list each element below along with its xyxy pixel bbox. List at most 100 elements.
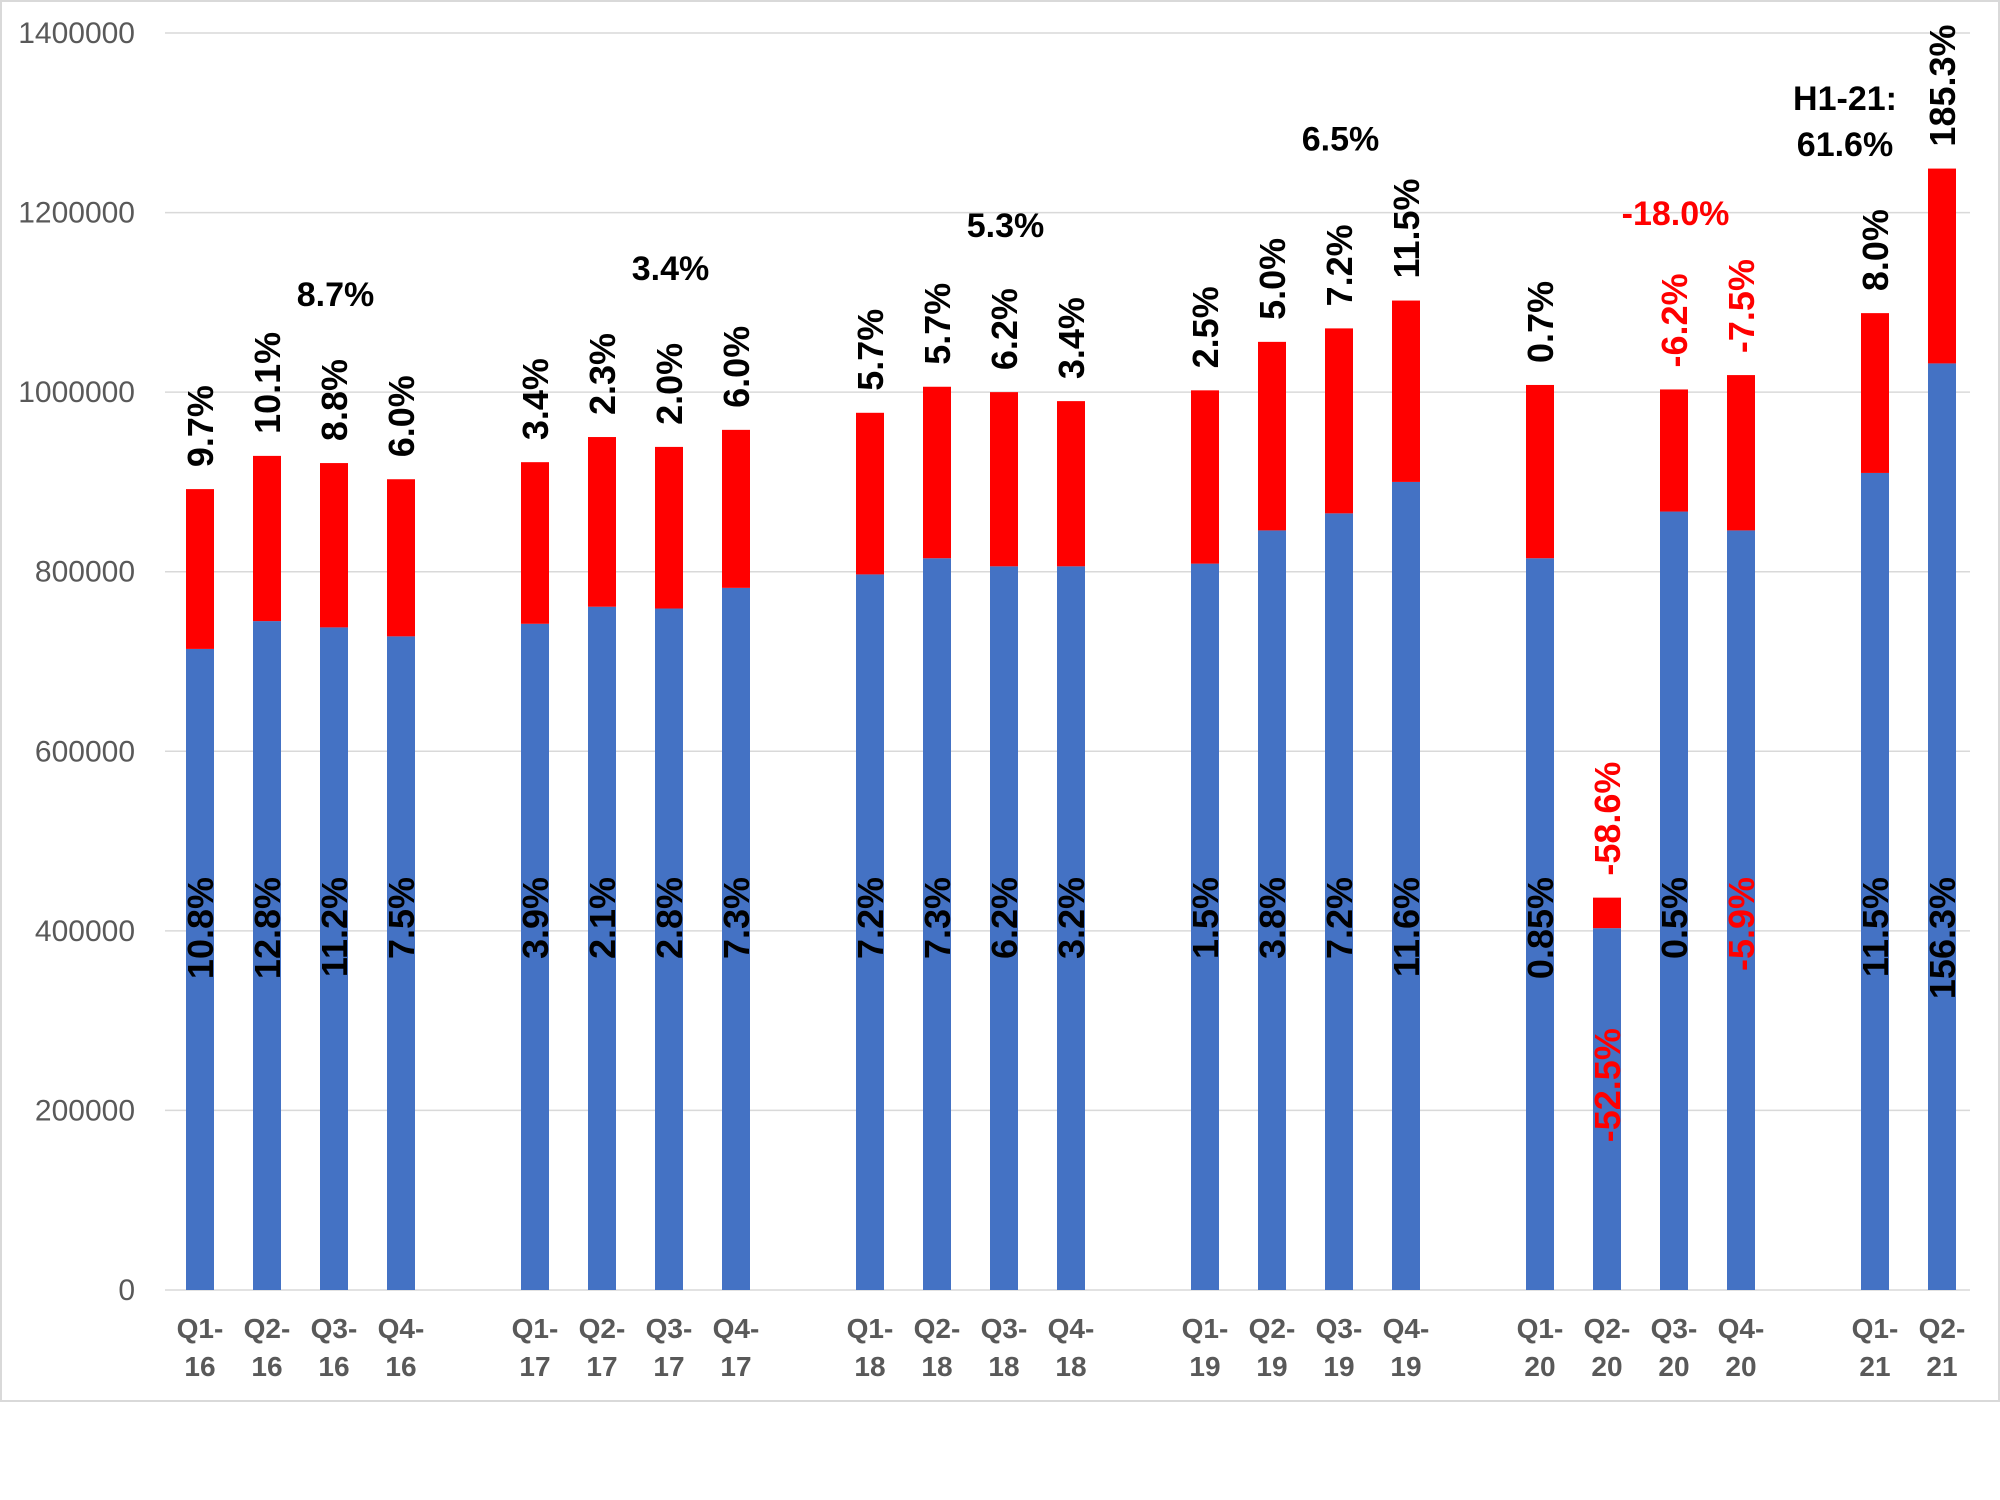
y-tick-label: 800000 (35, 556, 135, 589)
x-tick-label: 17 (653, 1351, 684, 1382)
bar-upper-pct-label: 6.0% (381, 375, 422, 457)
chart-frame (0, 0, 2000, 1402)
x-tick-label: 20 (1658, 1351, 1689, 1382)
x-tick-label: Q3- (1316, 1313, 1363, 1344)
x-tick-label: 16 (385, 1351, 416, 1382)
x-tick-label: Q3- (1651, 1313, 1698, 1344)
bar-lower-pct-label: 6.2% (984, 877, 1025, 959)
bar-lower-segment (588, 606, 616, 1290)
bar-lower-segment (856, 574, 884, 1290)
bar-lower-pct-label: 3.2% (1051, 877, 1092, 959)
bar-upper-segment (722, 429, 750, 588)
group-summary-label: H1-21: (1793, 80, 1897, 118)
bar-lower-pct-label: 2.1% (582, 877, 623, 959)
y-tick-label: 1200000 (18, 197, 135, 230)
y-tick-label: 1000000 (18, 376, 135, 409)
bar-upper-pct-label: 2.0% (649, 343, 690, 425)
bar-upper-pct-label: 2.3% (582, 333, 623, 415)
bar-lower-segment (1861, 472, 1889, 1290)
bar-lower-pct-label: 2.8% (649, 877, 690, 959)
bar-lower-segment (186, 648, 214, 1290)
bar-lower-segment (1928, 363, 1956, 1290)
bar-upper-segment (588, 437, 616, 607)
bar-lower-pct-label: 11.6% (1386, 877, 1427, 977)
x-tick-label: Q4- (378, 1313, 425, 1344)
x-tick-label: Q1- (847, 1313, 894, 1344)
x-tick-label: Q2- (914, 1313, 961, 1344)
bar-lower-pct-label: -52.5% (1587, 1028, 1628, 1142)
bar-lower-pct-label: 156.3% (1922, 877, 1963, 999)
group-summary-labels: 8.7% 3.4% 5.3% 6.5% -18.0% H1-21: 61.6% (297, 80, 1897, 314)
x-tick-label: Q1- (512, 1313, 559, 1344)
x-tick-label: Q2- (244, 1313, 291, 1344)
bar-lower-pct-label: 1.5% (1185, 877, 1226, 959)
bar-upper-pct-label: 3.4% (515, 358, 556, 440)
x-tick-label: Q4- (713, 1313, 760, 1344)
x-tick-label: Q4- (1048, 1313, 1095, 1344)
x-tick-label: Q3- (981, 1313, 1028, 1344)
x-tick-label: Q2- (1919, 1313, 1966, 1344)
x-tick-label: 21 (1926, 1351, 1957, 1382)
bar-lower-segment (1325, 513, 1353, 1290)
bar-upper-segment (1593, 897, 1621, 929)
bar-upper-segment (1727, 375, 1755, 531)
bar-upper-segment (1325, 328, 1353, 514)
bar-lower-segment (1258, 530, 1286, 1290)
x-tick-label: Q1- (1517, 1313, 1564, 1344)
y-axis-tick-labels: 0 200000 400000 600000 800000 1000000 1200000 1… (18, 17, 135, 1307)
bar-upper-pct-label: -6.2% (1654, 273, 1695, 367)
bar-upper-segment (253, 455, 281, 622)
bar-lower-pct-label: 7.2% (850, 877, 891, 959)
bar-lower-pct-label: 7.3% (716, 877, 757, 959)
bar-upper-segment (1660, 389, 1688, 512)
group-summary-label: 61.6% (1797, 126, 1893, 164)
x-tick-label: 17 (720, 1351, 751, 1382)
group-summary-label: 3.4% (632, 250, 710, 288)
x-tick-label: Q1- (1182, 1313, 1229, 1344)
bar-upper-pct-label: 10.1% (247, 332, 288, 434)
bar-upper-segment (1928, 168, 1956, 364)
x-tick-label: Q1- (1852, 1313, 1899, 1344)
bar-upper-pct-label: -58.6% (1587, 762, 1628, 876)
bar-upper-segment (1258, 341, 1286, 531)
bar-upper-pct-label: 5.0% (1252, 238, 1293, 320)
bar-lower-pct-label: 7.3% (917, 877, 958, 959)
bar-upper-pct-label: 6.0% (716, 326, 757, 408)
bar-lower-segment (320, 627, 348, 1290)
bar-upper-pct-label: 7.2% (1319, 224, 1360, 306)
x-tick-label: 17 (519, 1351, 550, 1382)
bar-upper-segment (1057, 401, 1085, 567)
group-summary-label: -18.0% (1622, 195, 1730, 233)
bar-lower-segment (990, 566, 1018, 1290)
bar-upper-pct-label: 5.7% (917, 283, 958, 365)
x-tick-label: 18 (854, 1351, 885, 1382)
x-tick-label: 18 (1055, 1351, 1086, 1382)
bar-upper-pct-label: 6.2% (984, 288, 1025, 370)
x-tick-label: 16 (251, 1351, 282, 1382)
y-tick-label: 1400000 (18, 17, 135, 50)
group-summary-label: 8.7% (297, 276, 375, 314)
bar-upper-segment (990, 392, 1018, 567)
bar-lower-segment (1191, 563, 1219, 1290)
bar-lower-segment (1593, 928, 1621, 1290)
bar-upper-segment (186, 489, 214, 649)
bar-lower-segment (1392, 481, 1420, 1290)
bar-upper-pct-label: 8.8% (314, 359, 355, 441)
x-tick-label: Q2- (1584, 1313, 1631, 1344)
x-tick-label: 19 (1390, 1351, 1421, 1382)
bar-lower-segment (1727, 530, 1755, 1290)
bar-upper-pct-label: 185.3% (1922, 24, 1963, 146)
bar-lower-segment (1660, 511, 1688, 1290)
x-tick-label: 19 (1189, 1351, 1220, 1382)
bar-upper-segment (1392, 300, 1420, 482)
bar-lower-pct-label: -5.9% (1721, 877, 1762, 971)
bar-upper-segment (1861, 313, 1889, 473)
bar-lower-segment (655, 608, 683, 1290)
x-axis-tick-labels: Q1- 16 Q2- 16 Q3- 16 Q4- 16 Q1- 17 Q2- 17 Q3- 17 Q4- 17… (177, 1313, 1966, 1382)
bar-lower-pct-label: 11.2% (314, 877, 355, 977)
bar-upper-segment (923, 386, 951, 559)
bar-lower-pct-label: 3.8% (1252, 877, 1293, 959)
bar-lower-segment (253, 621, 281, 1290)
bar-upper-segment (1191, 390, 1219, 564)
bar-lower-segment (387, 636, 415, 1290)
